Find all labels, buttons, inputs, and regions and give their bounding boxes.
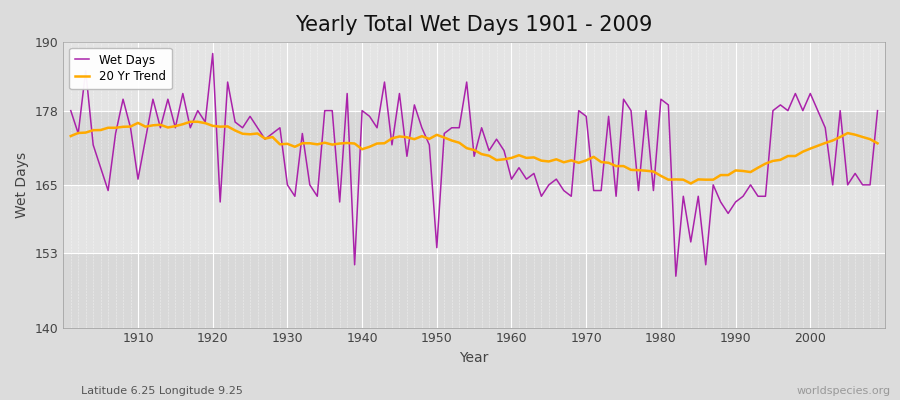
Wet Days (670, 274, 681, 278)
20 Yr Trend (342, 140, 353, 145)
20 Yr Trend (297, 141, 308, 146)
20 Yr Trend (514, 153, 525, 158)
Title: Yearly Total Wet Days 1901 - 2009: Yearly Total Wet Days 1901 - 2009 (295, 15, 652, 35)
Wet Days (66, 108, 77, 113)
Y-axis label: Wet Days: Wet Days (15, 152, 29, 218)
20 Yr Trend (125, 124, 136, 129)
Bar (63, 42, 885, 111)
Text: worldspecies.org: worldspecies.org (796, 386, 891, 396)
Wet Days (506, 177, 517, 182)
Wet Days (342, 91, 353, 96)
20 Yr Trend (184, 119, 195, 124)
20 Yr Trend (686, 181, 697, 186)
Legend: Wet Days, 20 Yr Trend: Wet Days, 20 Yr Trend (69, 48, 172, 89)
Text: Latitude 6.25 Longitude 9.25: Latitude 6.25 Longitude 9.25 (81, 386, 243, 396)
Wet Days (207, 51, 218, 56)
Wet Days (297, 131, 308, 136)
Line: 20 Yr Trend: 20 Yr Trend (71, 122, 878, 184)
Wet Days (603, 114, 614, 119)
Line: Wet Days: Wet Days (71, 54, 878, 276)
20 Yr Trend (506, 156, 517, 160)
20 Yr Trend (66, 134, 77, 138)
Bar (63, 185, 885, 253)
X-axis label: Year: Year (460, 351, 489, 365)
20 Yr Trend (603, 160, 614, 165)
Bar (63, 253, 885, 328)
Wet Days (514, 165, 525, 170)
Wet Days (125, 125, 136, 130)
Bar (63, 111, 885, 185)
20 Yr Trend (872, 141, 883, 146)
Wet Days (872, 108, 883, 113)
